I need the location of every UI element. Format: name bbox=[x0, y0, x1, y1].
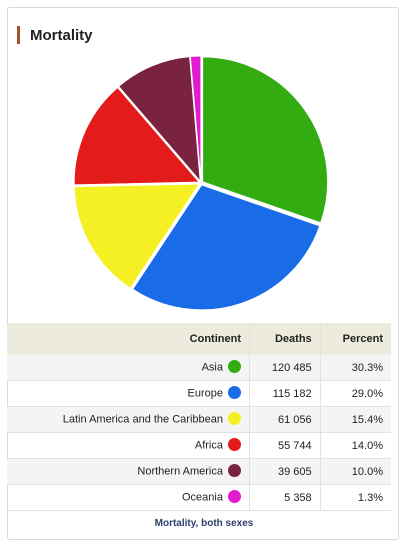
table-row: Oceania 5 358 1.3% bbox=[7, 484, 391, 511]
continent-label: Europe bbox=[187, 387, 223, 400]
legend-color-dot bbox=[227, 464, 241, 477]
percent-cell: 10.0% bbox=[320, 458, 391, 485]
legend-color-dot bbox=[227, 360, 241, 373]
pie-slice-africa[interactable] bbox=[73, 86, 201, 186]
continent-cell: Asia bbox=[7, 355, 250, 381]
pie-slice-oceania[interactable] bbox=[189, 55, 202, 182]
continent-label: Latin America and the Caribbean bbox=[62, 413, 223, 426]
legend-color-dot bbox=[227, 438, 241, 451]
pie-slice-asia[interactable] bbox=[202, 56, 329, 224]
percent-cell: 15.4% bbox=[320, 406, 391, 433]
percent-header[interactable]: Percent bbox=[320, 323, 391, 355]
panel-title: Mortality bbox=[30, 26, 93, 44]
deaths-header[interactable]: Deaths bbox=[249, 323, 321, 355]
continent-header[interactable]: Continent bbox=[7, 323, 250, 355]
table-row: Asia 120 485 30.3% bbox=[7, 355, 391, 381]
panel-header: Mortality bbox=[17, 24, 93, 46]
title-accent-bar bbox=[17, 26, 20, 44]
deaths-cell: 39 605 bbox=[249, 458, 321, 485]
continent-label: Asia bbox=[201, 361, 223, 374]
pie-slice-europe[interactable] bbox=[132, 184, 321, 311]
table-header-row: Continent Deaths Percent bbox=[7, 323, 391, 355]
continent-cell: Africa bbox=[7, 432, 250, 459]
deaths-cell: 120 485 bbox=[249, 355, 321, 381]
legend-color-dot bbox=[227, 386, 241, 399]
percent-cell: 30.3% bbox=[320, 355, 391, 381]
pie-slice-northern-america[interactable] bbox=[117, 56, 201, 183]
table-row: Africa 55 744 14.0% bbox=[7, 432, 391, 459]
percent-cell: 29.0% bbox=[320, 380, 391, 407]
pie-slice-latin-america-and-the-caribbean[interactable] bbox=[73, 183, 201, 289]
deaths-cell: 5 358 bbox=[249, 484, 321, 511]
continent-cell: Oceania bbox=[7, 484, 250, 511]
table-row: Latin America and the Caribbean 61 056 15.… bbox=[7, 406, 391, 433]
percent-cell: 1.3% bbox=[320, 484, 391, 511]
table-row: Europe 115 182 29.0% bbox=[7, 380, 391, 407]
legend-color-dot bbox=[227, 490, 241, 503]
deaths-cell: 55 744 bbox=[249, 432, 321, 459]
continent-cell: Latin America and the Caribbean bbox=[7, 406, 250, 433]
continent-label: Africa bbox=[194, 439, 223, 452]
table-row: Northern America 39 605 10.0% bbox=[7, 458, 391, 485]
continent-cell: Northern America bbox=[7, 458, 250, 485]
continent-label: Oceania bbox=[182, 491, 223, 504]
continent-cell: Europe bbox=[7, 380, 250, 407]
mortality-table: Continent Deaths Percent Asia 120 485 30.3… bbox=[7, 323, 391, 511]
continent-label: Northern America bbox=[137, 465, 223, 478]
percent-cell: 14.0% bbox=[320, 432, 391, 459]
deaths-cell: 115 182 bbox=[249, 380, 321, 407]
legend-color-dot bbox=[227, 412, 241, 425]
deaths-cell: 61 056 bbox=[249, 406, 321, 433]
mortality-pie-chart bbox=[73, 55, 329, 311]
chart-footer-caption: Mortality, both sexes bbox=[154, 518, 254, 529]
